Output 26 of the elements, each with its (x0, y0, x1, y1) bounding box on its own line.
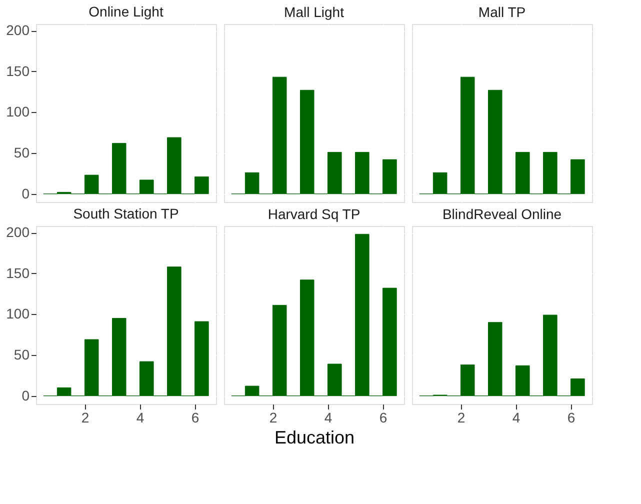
x-tick-label: 4 (324, 410, 332, 426)
x-tick-label: 4 (136, 410, 144, 426)
x-tick-label: 6 (567, 410, 576, 426)
chart-title: Mall TP (478, 4, 526, 20)
x-tick-label: 4 (512, 410, 520, 426)
y-tick-label: 0 (22, 185, 30, 202)
x-tick-label: 2 (269, 410, 278, 426)
y-tick-label: 100 (6, 104, 30, 120)
chart-title: Mall Light (284, 4, 344, 20)
x-tick-label: 6 (379, 410, 388, 426)
chart-title: BlindReveal Online (442, 206, 562, 222)
chart-title: Harvard Sq TP (268, 206, 360, 222)
y-tick-label: 50 (14, 144, 30, 161)
y-tick-label: 150 (6, 264, 30, 281)
y-tick-label: 200 (6, 22, 30, 38)
chart-title: Online Light (88, 4, 164, 20)
x-tick-label: 6 (191, 410, 200, 426)
x-tick-label: 2 (81, 410, 90, 426)
y-tick-label: 150 (6, 62, 30, 79)
y-tick-label: 50 (14, 346, 30, 363)
y-tick-label: 100 (6, 306, 30, 322)
x-axis-title: Education (274, 428, 355, 448)
y-tick-label: 0 (22, 387, 30, 404)
x-tick-label: 2 (457, 410, 466, 426)
chart-title: South Station TP (73, 206, 179, 222)
y-tick-label: 200 (6, 224, 30, 240)
